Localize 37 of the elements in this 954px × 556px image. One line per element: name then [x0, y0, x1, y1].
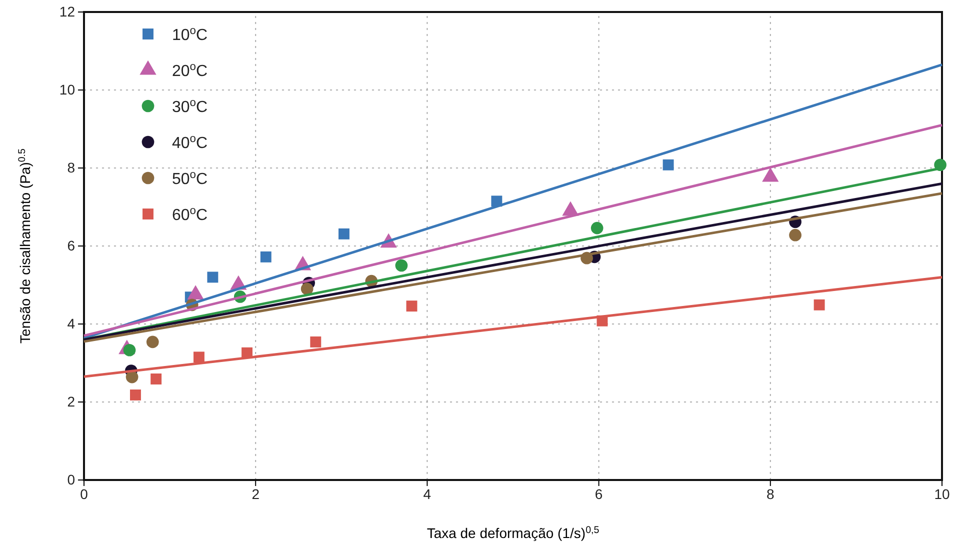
point: [338, 228, 350, 240]
x-tick-label: 8: [766, 486, 774, 502]
y-tick-label: 8: [67, 159, 76, 176]
point: [662, 159, 674, 170]
x-tick-label: 2: [252, 486, 260, 502]
point: [126, 370, 138, 384]
point: [260, 251, 272, 262]
legend-label: 40$^{o}$C: [172, 133, 208, 152]
point: [406, 300, 418, 312]
legend-label: 60$^{o}$C: [172, 205, 208, 224]
y-tick-label: 4: [67, 315, 76, 332]
x-tick-label: 10: [934, 486, 950, 502]
legend-label: 10$^{o}$C: [172, 25, 208, 44]
legend-label: 20$^{o}$C: [172, 61, 208, 80]
x-tick-label: 6: [594, 486, 603, 502]
y-tick-label: 12: [59, 3, 76, 20]
point: [395, 259, 408, 272]
point: [814, 299, 825, 310]
point: [300, 282, 314, 296]
point: [150, 374, 162, 384]
point: [789, 228, 802, 242]
point: [193, 352, 204, 363]
point: [590, 222, 604, 234]
point: [310, 336, 322, 348]
point: [491, 196, 502, 207]
point: [146, 336, 159, 348]
y-tick-label: 2: [67, 393, 76, 410]
point: [207, 272, 218, 283]
legend-label: 30$^{o}$C: [172, 97, 208, 116]
x-tick-label: 0: [80, 486, 88, 502]
y-tick-label: 10: [59, 81, 76, 98]
x-tick-label: 4: [423, 486, 432, 502]
y-tick-label: 0: [67, 471, 76, 488]
legend-label: 50$^{o}$C: [172, 169, 208, 188]
point: [130, 390, 141, 400]
x-axis-title: Taxa de deformação (1/s)$^{0,5}$: [426, 524, 600, 541]
y-tick-label: 6: [67, 237, 76, 254]
